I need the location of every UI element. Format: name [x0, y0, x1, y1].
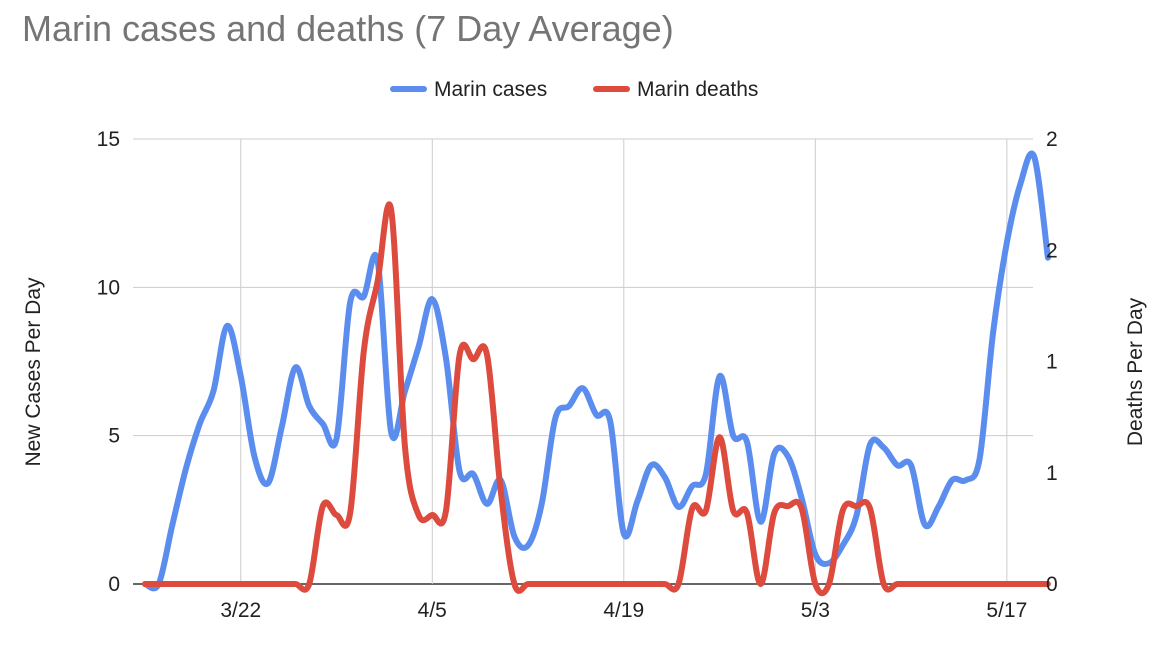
right-y-ticks: 0 1 1 2 2: [1046, 128, 1058, 596]
y-tick-label-left: 15: [97, 128, 120, 151]
y-tick-label-right: 0: [1046, 573, 1058, 596]
grid-lines: [133, 138, 1033, 585]
y-tick-label-right: 2: [1046, 239, 1058, 262]
chart-title: Marin cases and deaths (7 Day Average): [22, 8, 674, 49]
y-tick-label-right: 1: [1046, 462, 1058, 485]
x-tick-label: 5/3: [801, 599, 830, 622]
legend: Marin cases Marin deaths: [390, 78, 758, 101]
series-line-marin-deaths: [142, 201, 1051, 597]
series-lines: [142, 150, 1051, 597]
y-tick-label-right: 1: [1046, 351, 1058, 374]
y-axis-title-left: New Cases Per Day: [22, 277, 45, 467]
y-tick-label-left: 10: [97, 276, 120, 299]
x-tick-label: 4/19: [603, 599, 644, 622]
y-tick-label-left: 0: [108, 573, 120, 596]
x-tick-label: 3/22: [220, 599, 261, 622]
x-tick-label: 5/17: [986, 599, 1027, 622]
series-line-marin-cases: [142, 150, 1051, 592]
y-tick-label-right: 2: [1046, 128, 1058, 151]
x-tick-label: 4/5: [418, 599, 447, 622]
y-tick-label-left: 5: [108, 425, 120, 448]
legend-label: Marin deaths: [637, 78, 758, 101]
legend-label: Marin cases: [434, 78, 547, 101]
y-axis-title-right: Deaths Per Day: [1124, 297, 1147, 446]
x-axis-ticks: 3/22 4/5 4/19 5/3 5/17: [220, 599, 1027, 622]
left-y-ticks: 0 5 10 15: [97, 128, 120, 596]
